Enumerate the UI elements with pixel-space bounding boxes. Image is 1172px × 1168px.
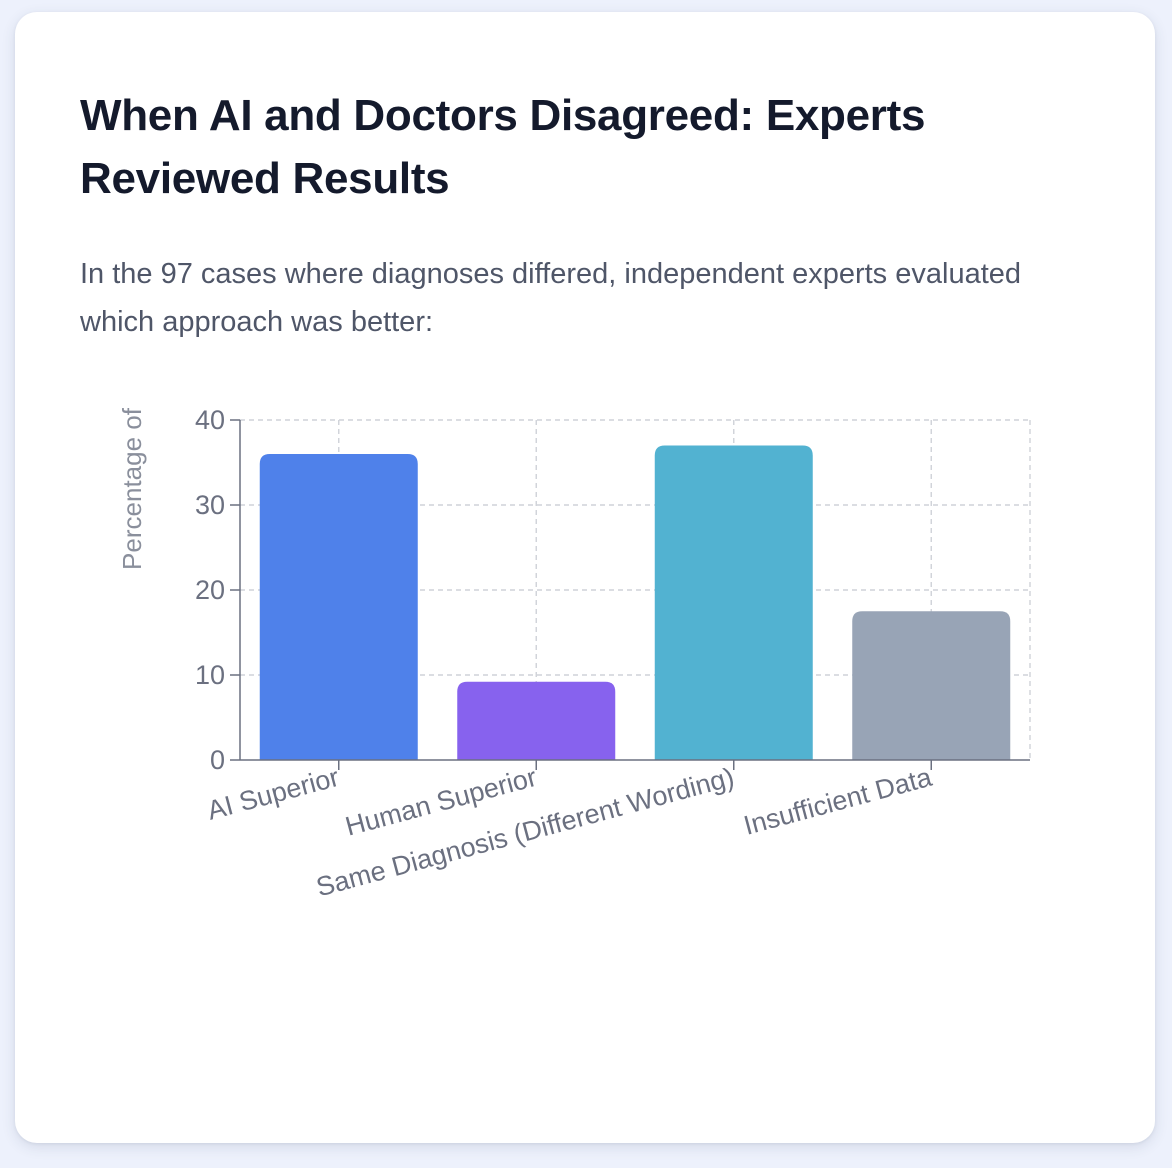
chart-subtitle: In the 97 cases where diagnoses differed… [80,258,1022,338]
chart-title: When AI and Doctors Disagreed: Experts R… [80,91,926,203]
chart-card: When AI and Doctors Disagreed: Experts R… [15,12,1155,1143]
y-tick-label: 40 [195,405,225,435]
bar-chart: 0 10 20 30 40 AI Superior Human SuperiorSame … [117,405,1031,902]
y-tick-label: 10 [195,660,225,690]
y-ticks: 0 10 20 30 40 [195,405,240,775]
bar-ai-superior[interactable] [259,454,418,760]
bar-same-diagnosis-different-wording[interactable] [654,445,813,761]
bar-human-superior[interactable] [457,681,616,760]
x-tick-label: Insufficient Data [740,762,935,841]
y-tick-label: 0 [210,745,225,775]
y-tick-label: 30 [195,490,225,520]
chart-bars [259,445,1011,761]
y-tick-label: 20 [195,575,225,605]
y-axis-label: Percentage of [117,407,147,570]
bar-insufficient-data[interactable] [852,611,1011,760]
